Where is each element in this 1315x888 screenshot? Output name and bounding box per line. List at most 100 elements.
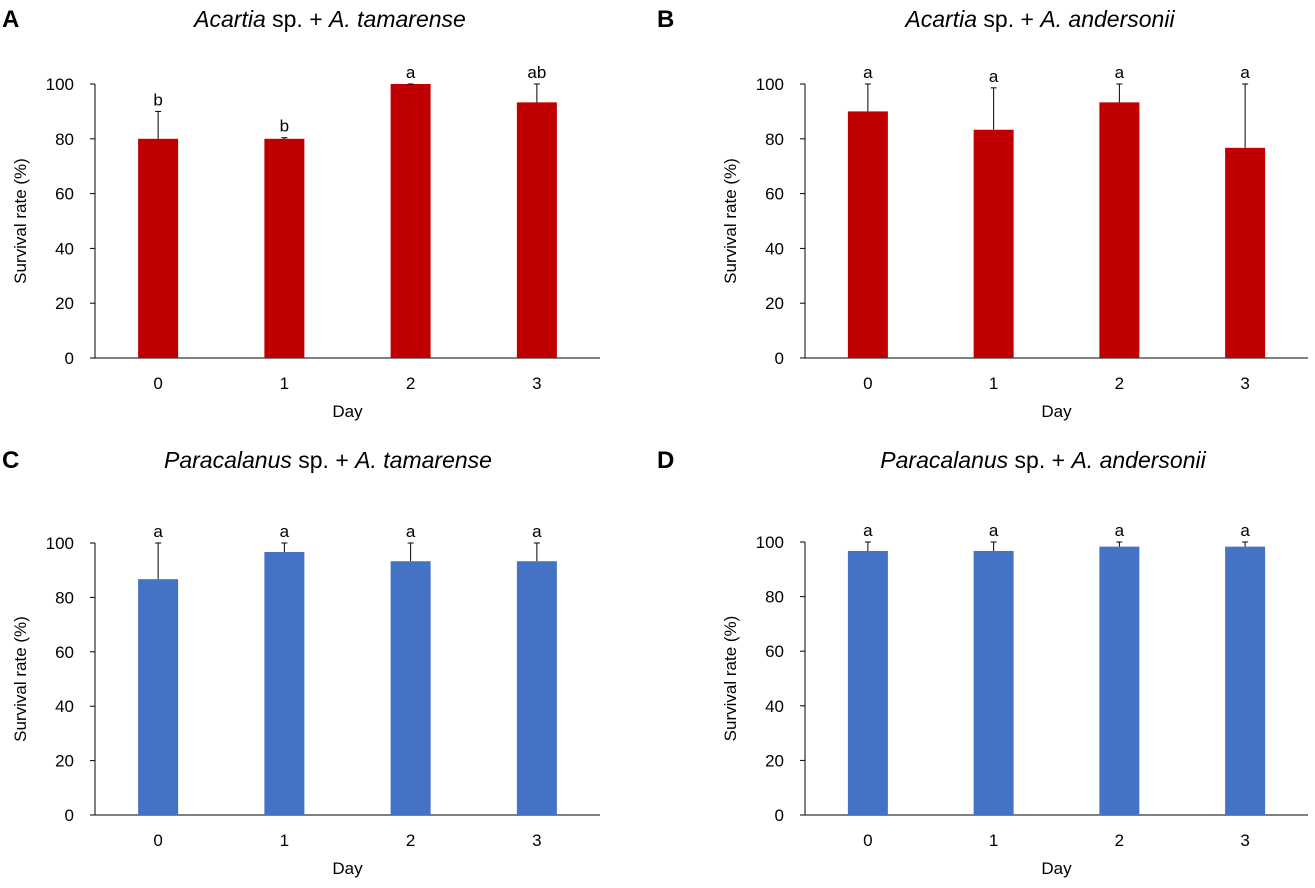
chart-title-italic: Acartia [903, 6, 977, 32]
x-tick-label: 2 [1115, 374, 1124, 393]
y-axis-label: Survival rate (%) [11, 158, 30, 284]
chart-title: Paracalanus sp. + A. tamarense [164, 447, 492, 473]
significance-letter: a [1240, 63, 1250, 82]
y-tick-label: 100 [756, 533, 784, 552]
x-tick-label: 1 [989, 374, 998, 393]
y-tick-label: 0 [775, 806, 784, 825]
x-tick-label: 1 [280, 374, 289, 393]
chart-panel-b: B Acartia sp. + A. andersonii 0 20 40 60 80 100… [657, 0, 1315, 441]
significance-letter: a [863, 521, 873, 540]
significance-letter: a [532, 522, 542, 541]
chart-title-italic: Paracalanus [880, 447, 1008, 473]
panel-label: D [657, 447, 674, 474]
x-tick-label: 3 [532, 374, 541, 393]
y-tick-label: 0 [65, 806, 74, 825]
x-axis-label: Day [1041, 402, 1072, 421]
significance-letter: a [989, 521, 999, 540]
chart-title-mid: sp. + [977, 6, 1040, 32]
y-tick-label: 60 [765, 642, 784, 661]
x-tick-label: 1 [280, 831, 289, 850]
chart-svg-a: A Acartia sp. + A. tamarense020406080100S… [2, 6, 600, 421]
y-tick-label: 40 [765, 697, 784, 716]
significance-letter: b [280, 117, 289, 136]
y-tick-label: 60 [55, 185, 74, 204]
chart-svg-c: C Paracalanus sp. + A. tamarense020406080… [2, 447, 600, 878]
y-tick-label: 20 [55, 294, 74, 313]
x-tick-label: 0 [153, 831, 162, 850]
significance-letter: a [1115, 63, 1125, 82]
x-axis-label: Day [332, 859, 363, 878]
chart-panel-c: C Paracalanus sp. + A. tamarense 0 20 40 60 80… [0, 441, 657, 883]
y-tick-label: 40 [55, 697, 74, 716]
chart-title-italic: Paracalanus [164, 447, 292, 473]
y-tick-label: 80 [55, 588, 74, 607]
bar [847, 551, 888, 815]
x-tick-label: 1 [989, 831, 998, 850]
bar [1225, 147, 1266, 358]
x-tick-label: 2 [1115, 831, 1124, 850]
y-tick-label: 100 [756, 75, 784, 94]
significance-letter: ab [527, 63, 546, 82]
y-axis-label: Survival rate (%) [721, 158, 740, 284]
y-tick-label: 20 [765, 294, 784, 313]
bar [847, 111, 888, 359]
significance-letter: a [1115, 521, 1125, 540]
x-axis-label: Day [1041, 859, 1072, 878]
x-tick-label: 2 [406, 374, 415, 393]
chart-title-italic2: A. andersonii [1069, 447, 1206, 473]
chart-title: Acartia sp. + A. andersonii [903, 6, 1175, 32]
chart-title-italic2: A. tamarense [353, 447, 492, 473]
significance-letter: a [406, 522, 416, 541]
bar [1099, 546, 1140, 815]
bar [390, 561, 431, 815]
y-tick-label: 20 [765, 751, 784, 770]
y-tick-label: 40 [765, 239, 784, 258]
bar [973, 129, 1014, 358]
chart-panel-a: A Acartia sp. + A. tamarense 0 20 40 60 80 100 S… [0, 0, 657, 441]
chart-title-mid: sp. + [1008, 447, 1071, 473]
y-tick-label: 80 [765, 588, 784, 607]
significance-letter: b [153, 90, 162, 109]
bar [264, 551, 305, 815]
y-tick-label: 100 [46, 534, 74, 553]
chart-svg-b: B Acartia sp. + A. andersonii020406080100… [657, 6, 1308, 421]
significance-letter: a [280, 522, 290, 541]
y-tick-label: 100 [46, 75, 74, 94]
x-tick-label: 2 [406, 831, 415, 850]
bar [390, 84, 431, 358]
y-tick-label: 0 [775, 349, 784, 368]
x-tick-label: 3 [1240, 374, 1249, 393]
chart-panel-d: D Paracalanus sp. + A. andersonii 0 20 40 60 8… [657, 441, 1315, 883]
panel-label: B [657, 6, 674, 33]
x-tick-label: 0 [863, 374, 872, 393]
bar [973, 551, 1014, 815]
x-tick-label: 3 [532, 831, 541, 850]
bar [138, 579, 179, 815]
chart-title-mid: sp. + [266, 6, 329, 32]
x-tick-label: 0 [153, 374, 162, 393]
bar [264, 138, 305, 358]
bar [1225, 546, 1266, 815]
y-tick-label: 60 [55, 643, 74, 662]
significance-letter: a [1240, 521, 1250, 540]
chart-svg-d: D Paracalanus sp. + A. andersonii02040608… [657, 447, 1308, 878]
y-tick-label: 60 [765, 185, 784, 204]
panel-label: A [2, 6, 19, 33]
y-tick-label: 0 [65, 349, 74, 368]
x-tick-label: 3 [1240, 831, 1249, 850]
chart-title-italic2: A. andersonii [1038, 6, 1175, 32]
significance-letter: a [153, 522, 163, 541]
significance-letter: a [406, 63, 416, 82]
y-axis-label: Survival rate (%) [721, 616, 740, 742]
bar [138, 138, 179, 358]
significance-letter: a [989, 67, 999, 86]
y-tick-label: 80 [55, 130, 74, 149]
x-tick-label: 0 [863, 831, 872, 850]
y-tick-label: 40 [55, 239, 74, 258]
x-axis-label: Day [332, 402, 363, 421]
y-axis-label: Survival rate (%) [11, 616, 30, 742]
chart-title: Paracalanus sp. + A. andersonii [880, 447, 1206, 473]
bar [1099, 102, 1140, 358]
chart-title-italic: Acartia [192, 6, 266, 32]
y-tick-label: 80 [765, 130, 784, 149]
